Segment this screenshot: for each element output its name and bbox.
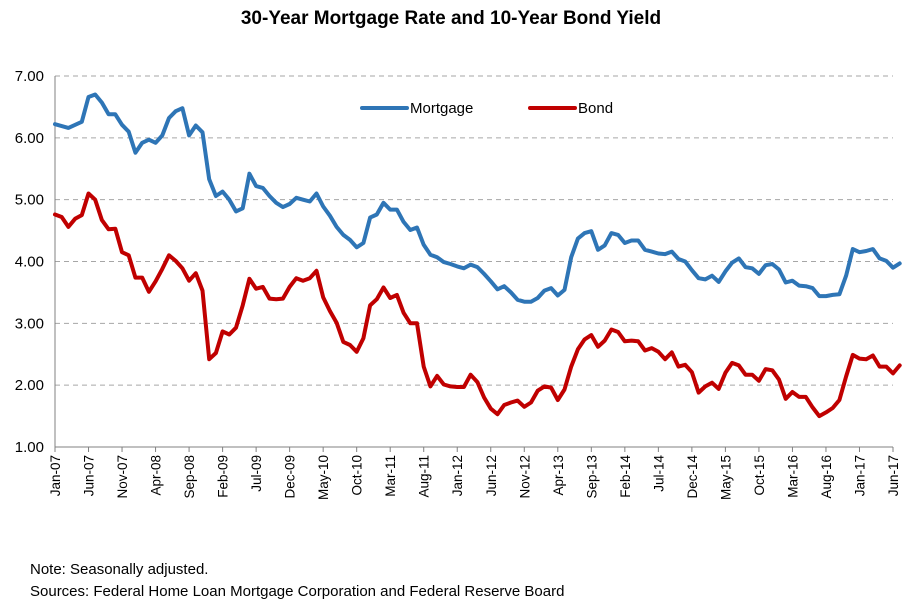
- series-lines: [53, 92, 902, 419]
- x-tick-label: Jul-14: [651, 455, 666, 492]
- x-tick-label: Jul-09: [249, 455, 264, 492]
- x-tick-label: Jan-07: [48, 455, 63, 496]
- y-tick-label: 1.00: [15, 439, 44, 456]
- legend-label-bond: Bond: [578, 100, 613, 117]
- x-tick-label: Dec-09: [283, 455, 298, 499]
- x-tick-label: May-15: [718, 455, 733, 500]
- x-tick-label: Jan-12: [450, 455, 465, 496]
- x-tick-label: Jun-12: [484, 455, 499, 496]
- note-text: Note: Seasonally adjusted.: [30, 561, 209, 578]
- x-tick-label: Mar-16: [785, 455, 800, 498]
- y-tick-label: 3.00: [15, 315, 44, 332]
- x-tick-label: Jan-17: [852, 455, 867, 496]
- x-tick-label: Mar-11: [383, 455, 398, 497]
- legend: Mortgage Bond: [360, 100, 613, 117]
- x-tick-label: Oct-15: [752, 455, 767, 496]
- series-line-bond: [53, 191, 902, 419]
- x-tick-label: Nov-12: [517, 455, 532, 499]
- x-tick-label: Aug-16: [819, 455, 834, 499]
- x-tick-label: Jun-17: [886, 455, 901, 496]
- sources-text: Sources: Federal Home Loan Mortgage Corp…: [30, 583, 565, 600]
- x-tick-label: Sep-08: [182, 455, 197, 499]
- x-tick-label: Aug-11: [417, 455, 432, 498]
- y-tick-label: 7.00: [15, 68, 44, 85]
- x-tick-label: Dec-14: [685, 455, 700, 499]
- x-tick-label: Nov-07: [115, 455, 130, 499]
- series-line-mortgage: [53, 92, 902, 304]
- x-tick-label: Apr-08: [149, 455, 164, 496]
- y-tick-label: 6.00: [15, 130, 44, 147]
- y-tick-label: 4.00: [15, 254, 44, 271]
- y-axis-ticks: 1.00 2.00 3.00 4.00 5.00 6.00 7.00: [15, 68, 44, 456]
- x-tick-label: Sep-13: [584, 455, 599, 499]
- x-tick-label: May-10: [316, 455, 331, 500]
- x-tick-label: Oct-10: [350, 455, 365, 496]
- axes: [54, 76, 893, 448]
- chart-title: 30-Year Mortgage Rate and 10-Year Bond Y…: [240, 8, 662, 29]
- grid-lines: [55, 75, 893, 386]
- x-tick-label: Feb-14: [618, 455, 633, 498]
- x-tick-label: Jun-07: [82, 455, 97, 496]
- x-tick-label: Feb-09: [216, 455, 231, 498]
- x-tick-label: Apr-13: [551, 455, 566, 496]
- x-axis-ticks: Jan-07 Jun-07 Nov-07 Apr-08 Sep-08 Feb-09 Jul-…: [48, 447, 901, 500]
- legend-label-mortgage: Mortgage: [410, 100, 473, 117]
- y-tick-label: 5.00: [15, 192, 44, 209]
- y-tick-label: 2.00: [15, 377, 44, 394]
